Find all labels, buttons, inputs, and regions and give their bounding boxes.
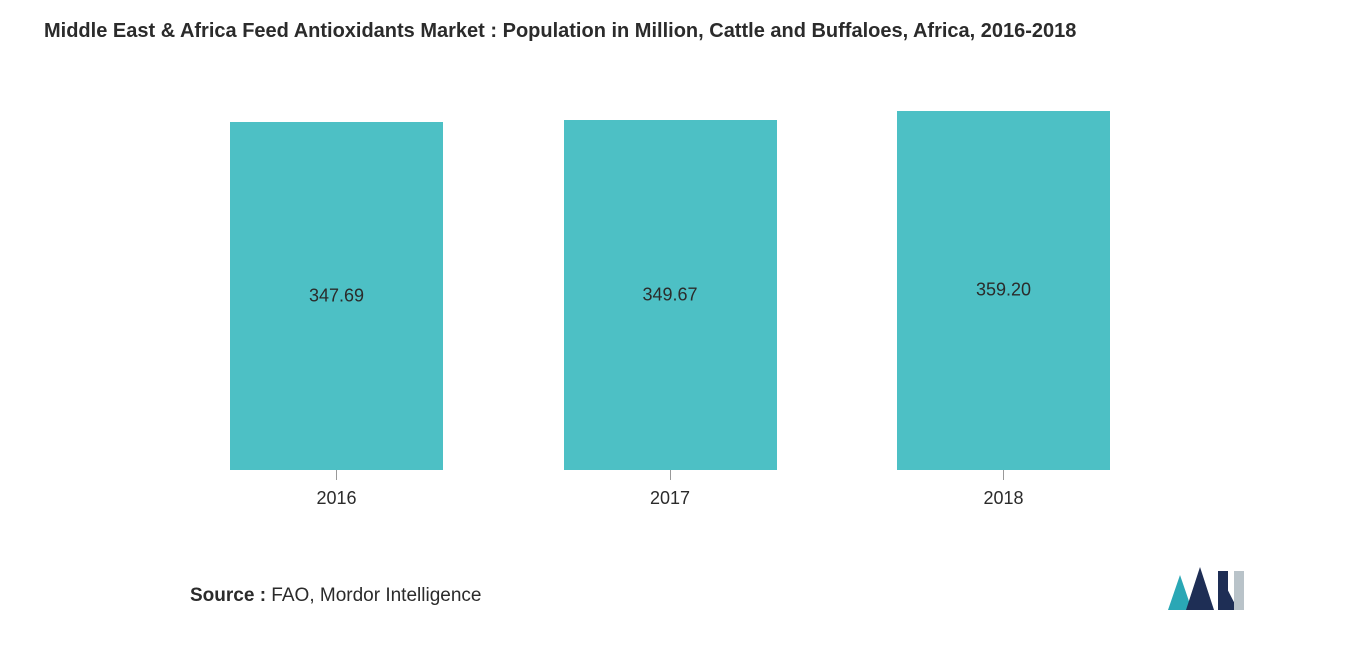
- bar-1: 349.67: [564, 120, 777, 470]
- tick-label-2: 2018: [983, 488, 1023, 509]
- bar-0: 347.69: [230, 122, 443, 470]
- plot-area: 347.69 349.67 359.20: [230, 110, 1110, 470]
- bar-value-label-0: 347.69: [230, 286, 443, 307]
- logo-icon: [1166, 565, 1246, 615]
- bars-row: 347.69 349.67 359.20: [230, 110, 1110, 470]
- chart-title: Middle East & Africa Feed Antioxidants M…: [44, 20, 1076, 43]
- mordor-logo: [1166, 565, 1246, 615]
- bar-2: 359.20: [897, 111, 1110, 470]
- source-line: Source : FAO, Mordor Intelligence: [190, 585, 481, 607]
- tick-mark-1: [670, 470, 671, 480]
- bar-value-label-2: 359.20: [897, 280, 1110, 301]
- tick-group-2: 2018: [897, 470, 1110, 509]
- chart-container: Middle East & Africa Feed Antioxidants M…: [0, 0, 1366, 655]
- source-text: FAO, Mordor Intelligence: [266, 585, 481, 606]
- source-label: Source :: [190, 585, 266, 606]
- tick-group-1: 2017: [564, 470, 777, 509]
- tick-label-1: 2017: [650, 488, 690, 509]
- tick-mark-2: [1003, 470, 1004, 480]
- x-axis: 2016 2017 2018: [230, 470, 1110, 509]
- tick-group-0: 2016: [230, 470, 443, 509]
- bar-group-2: 359.20: [897, 111, 1110, 470]
- bar-group-0: 347.69: [230, 122, 443, 470]
- tick-label-0: 2016: [316, 488, 356, 509]
- bar-group-1: 349.67: [564, 120, 777, 470]
- tick-mark-0: [336, 470, 337, 480]
- bar-value-label-1: 349.67: [564, 285, 777, 306]
